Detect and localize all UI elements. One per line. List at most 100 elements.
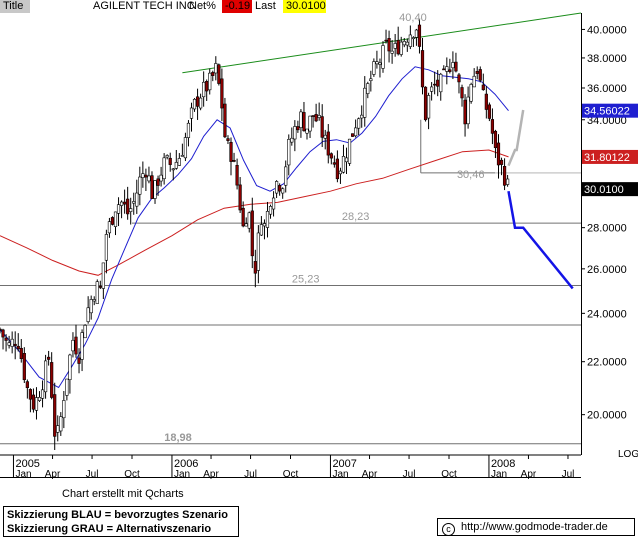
candle-body <box>305 128 309 134</box>
candlestick <box>244 217 248 227</box>
candle-body <box>232 160 236 162</box>
candle-body <box>405 41 409 46</box>
candle-body <box>323 134 327 139</box>
candle-body <box>448 69 452 72</box>
candlestick <box>405 38 409 52</box>
candlestick <box>396 26 400 56</box>
candle-body <box>335 158 339 180</box>
candle-body <box>490 119 495 134</box>
price-badge-label: 30.0100 <box>584 184 624 196</box>
candle-body <box>110 217 115 225</box>
annotation-label: 40,40 <box>399 12 427 24</box>
candle-body <box>53 394 57 437</box>
candlestick <box>147 166 151 184</box>
candlestick <box>59 412 63 436</box>
candle-body <box>499 159 504 165</box>
candlestick <box>226 135 230 145</box>
candlestick <box>174 149 178 170</box>
price-badge <box>582 182 638 197</box>
candlestick <box>378 58 382 78</box>
candlestick <box>281 187 285 199</box>
candlestick <box>451 51 455 80</box>
candle-body <box>354 127 358 137</box>
candlestick <box>344 147 349 174</box>
candlestick <box>478 66 482 83</box>
candle-body <box>329 153 333 159</box>
candle-body <box>262 223 267 227</box>
candle-body <box>290 137 294 143</box>
candlestick <box>71 332 75 358</box>
candle-body <box>372 61 376 75</box>
candlestick <box>411 36 415 47</box>
candle-body <box>347 138 352 164</box>
candlestick <box>241 201 245 228</box>
candle-body <box>493 130 498 149</box>
candlestick <box>387 30 391 63</box>
candlestick <box>265 201 270 238</box>
candle-body <box>235 164 239 186</box>
candle-body <box>217 64 221 84</box>
candle-body <box>159 174 163 182</box>
candlestick <box>53 382 57 450</box>
candlestick <box>186 120 191 147</box>
candlestick <box>171 168 175 181</box>
candle-body <box>138 176 142 195</box>
annotation-label: 30,46 <box>457 169 485 181</box>
candle-body <box>469 84 473 102</box>
candlestick <box>256 225 260 284</box>
candlestick <box>275 180 279 199</box>
candlestick <box>138 166 142 206</box>
candlestick <box>278 183 282 196</box>
candle-body <box>229 141 233 162</box>
candle-body <box>192 98 197 110</box>
candlestick <box>180 143 184 157</box>
candle-body <box>244 223 248 227</box>
candle-body <box>141 173 145 178</box>
candle-body <box>147 175 151 182</box>
candle-body <box>150 175 154 199</box>
y-tick-label: 40.0000 <box>587 24 627 36</box>
candlestick <box>290 127 294 146</box>
candle-body <box>101 262 105 289</box>
candlestick <box>430 82 434 101</box>
candle-body <box>436 79 440 87</box>
candlestick <box>107 217 112 238</box>
candlestick <box>31 388 36 413</box>
candle-body <box>77 357 81 364</box>
candle-body <box>47 356 51 360</box>
candlestick <box>50 352 54 400</box>
candle-body <box>162 157 166 180</box>
candle-body <box>475 71 479 74</box>
scale-label: LOG <box>618 449 638 460</box>
candlestick <box>141 161 145 188</box>
candlestick <box>466 86 470 129</box>
candle-body <box>393 43 397 49</box>
candle-body <box>40 389 45 399</box>
candlestick <box>25 379 29 399</box>
source-link[interactable]: c http://www.godmode-trader.de <box>437 518 635 536</box>
candle-body <box>205 81 209 92</box>
candlestick <box>98 280 102 290</box>
candle-body <box>189 107 194 119</box>
candle-body <box>360 114 364 119</box>
candlestick <box>16 333 20 352</box>
candle-body <box>28 389 32 400</box>
candle-body <box>135 192 139 207</box>
candle-body <box>268 206 273 215</box>
candle-body <box>457 74 461 83</box>
candle-body <box>451 62 455 69</box>
candle-body <box>116 204 121 214</box>
y-tick-label: 36.0000 <box>587 83 627 95</box>
candlestick <box>223 97 227 139</box>
candlestick <box>311 115 315 128</box>
candlestick <box>433 71 437 95</box>
candle-body <box>250 210 254 257</box>
candlestick <box>454 52 458 73</box>
candle-body <box>174 162 178 169</box>
candle-body <box>68 354 72 380</box>
y-axis: 40.000038.000036.000034.000032.000030.00… <box>581 24 627 422</box>
x-tick-label: Apr <box>362 469 378 480</box>
candle-body <box>74 336 78 355</box>
candle-body <box>402 41 406 46</box>
